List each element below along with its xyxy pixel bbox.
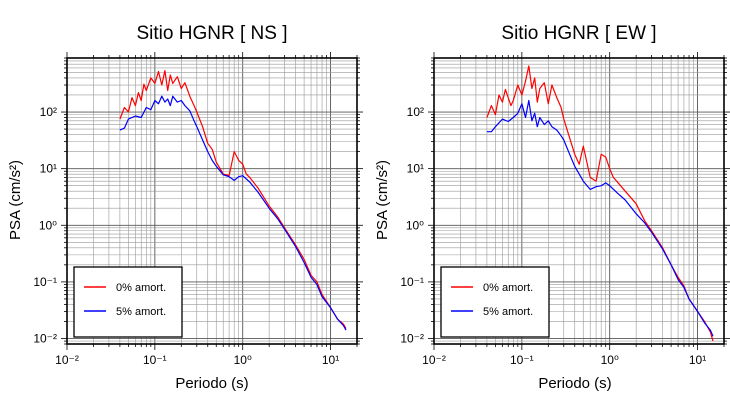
plot-frame	[433, 57, 725, 345]
x-tick-label: 10⁻¹	[510, 353, 534, 367]
x-tick-label: 10⁻²	[55, 353, 79, 367]
legend-label: 5% amort.	[483, 306, 533, 318]
x-tick-label: 10¹	[689, 353, 706, 367]
series-group	[486, 65, 714, 342]
y-tick-label: 10⁰	[406, 218, 424, 232]
x-tick-label: 10⁻²	[422, 353, 446, 367]
series-group	[119, 70, 347, 331]
y-tick-label: 10²	[40, 105, 57, 119]
y-axis-label: PSA (cm/s²)	[7, 160, 24, 240]
plot-frame	[66, 57, 358, 345]
tick-labels: 10⁻² 10⁻¹ 10⁰ 10¹ 10⁻² 10⁻¹ 10⁰ 10¹ 10²	[33, 105, 339, 367]
legend-box	[440, 266, 550, 338]
y-tick-label: 10⁻¹	[400, 275, 424, 289]
y-tick-label: 10⁻¹	[33, 275, 57, 289]
y-tick-label: 10¹	[40, 162, 57, 176]
chart-ew: Sitio HGNR [ EW ] Periodo (s) PSA (cm/s²…	[374, 23, 730, 392]
legend-box	[73, 266, 183, 338]
chart-title: Sitio HGNR [ EW ]	[501, 23, 656, 44]
x-axis-label: Periodo (s)	[175, 375, 248, 392]
x-tick-label: 10⁰	[234, 353, 252, 367]
y-tick-label: 10²	[407, 105, 424, 119]
grid	[61, 52, 363, 350]
legend: 0% amort. 5% amort.	[73, 266, 183, 338]
series-line	[119, 70, 347, 329]
series-line	[486, 99, 714, 337]
legend-label: 0% amort.	[116, 282, 166, 294]
tick-labels: 10⁻² 10⁻¹ 10⁰ 10¹ 10⁻² 10⁻¹ 10⁰ 10¹ 10²	[400, 105, 706, 367]
y-tick-label: 10⁻²	[33, 332, 57, 346]
legend-label: 0% amort.	[483, 282, 533, 294]
y-tick-label: 10¹	[407, 162, 424, 176]
x-tick-label: 10¹	[322, 353, 339, 367]
chart-title: Sitio HGNR [ NS ]	[137, 23, 288, 44]
x-axis-label: Periodo (s)	[538, 375, 611, 392]
y-axis-label: PSA (cm/s²)	[374, 160, 391, 240]
series-line	[119, 95, 347, 331]
chart-ns: Sitio HGNR [ NS ] Periodo (s) PSA (cm/s²…	[7, 23, 363, 392]
x-tick-label: 10⁰	[601, 353, 619, 367]
x-tick-label: 10⁻¹	[143, 353, 167, 367]
legend-label: 5% amort.	[116, 306, 166, 318]
legend: 0% amort. 5% amort.	[440, 266, 550, 338]
y-tick-label: 10⁰	[39, 218, 57, 232]
y-tick-label: 10⁻²	[400, 332, 424, 346]
